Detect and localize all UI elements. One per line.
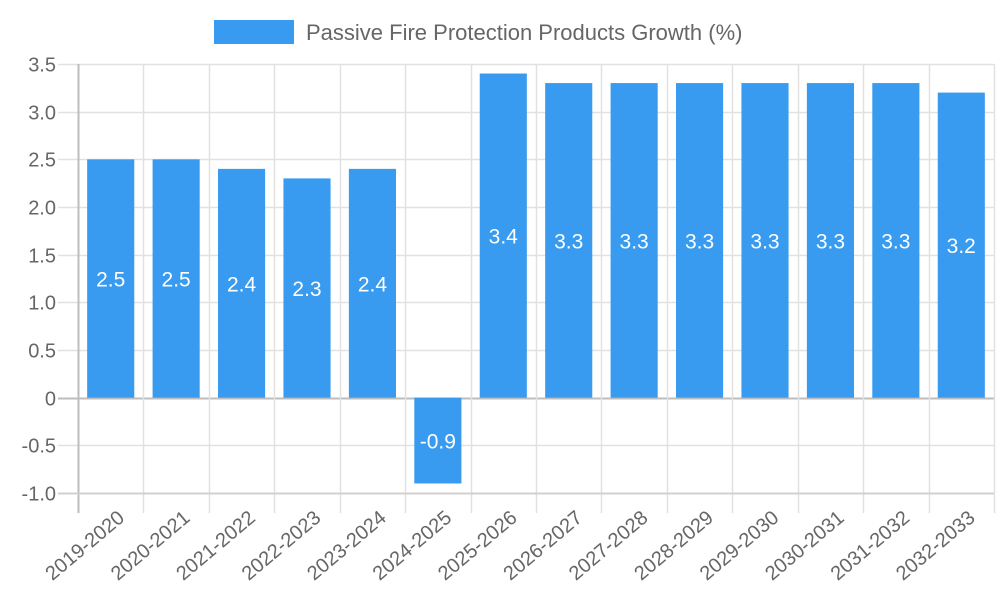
bar-series: 2.5 2.5 2.4 2.3 2.4 -0.9 3.4 3.3 3.3 3.3 3.3 3.3 3.3… [87,73,985,484]
y-tick-label: 3.0 [28,103,56,125]
bar-value-label: 2.5 [162,269,191,292]
x-axis: 2019-20202020-20212021-20222022-20232023… [42,507,980,585]
chart-gridlines [58,63,996,513]
bar-value-label: -0.9 [420,431,456,454]
bar-value-label: 3.2 [947,235,976,258]
bar[interactable] [741,83,789,398]
bar-value-label: 2.4 [358,273,388,296]
bar[interactable] [545,83,593,398]
y-tick-label: 1.0 [28,293,56,315]
bar[interactable] [806,83,854,398]
bar[interactable] [610,83,658,398]
bar[interactable] [152,159,200,398]
bar-value-label: 3.4 [489,226,519,249]
bar-value-label: 3.3 [685,230,714,253]
bar[interactable] [676,83,724,398]
bar[interactable] [218,168,266,398]
bar-value-label: 2.4 [227,273,257,296]
bar-value-label: 3.3 [750,230,779,253]
bar-value-label: 2.3 [292,278,321,301]
y-tick-label: 0 [45,389,56,411]
y-tick-label: 1.5 [28,246,56,268]
bar-value-label: 3.3 [881,230,910,253]
bar[interactable] [283,178,331,398]
legend-label: Passive Fire Protection Products Growth … [306,20,742,45]
y-tick-label: -1.0 [22,484,56,506]
bar-value-label: 3.3 [816,230,845,253]
bar[interactable] [348,168,396,398]
bar-value-label: 3.3 [620,230,649,253]
y-tick-label: -0.5 [22,436,56,458]
chart-legend[interactable]: Passive Fire Protection Products Growth … [214,20,742,45]
bar[interactable] [87,159,135,398]
bar-value-label: 2.5 [96,269,125,292]
y-axis: 3.5 3.0 2.5 2.0 1.5 1.0 0.5 0 -0.5 -1.0 [22,55,56,506]
bar-value-label: 3.3 [554,230,583,253]
y-tick-label: 0.5 [28,341,56,363]
y-tick-label: 3.5 [28,55,56,77]
bar[interactable] [414,397,462,484]
bar[interactable] [479,73,527,398]
y-tick-label: 2.0 [28,198,56,220]
bar[interactable] [937,92,985,398]
bar[interactable] [872,83,920,398]
y-tick-label: 2.5 [28,150,56,172]
legend-swatch [214,20,294,44]
